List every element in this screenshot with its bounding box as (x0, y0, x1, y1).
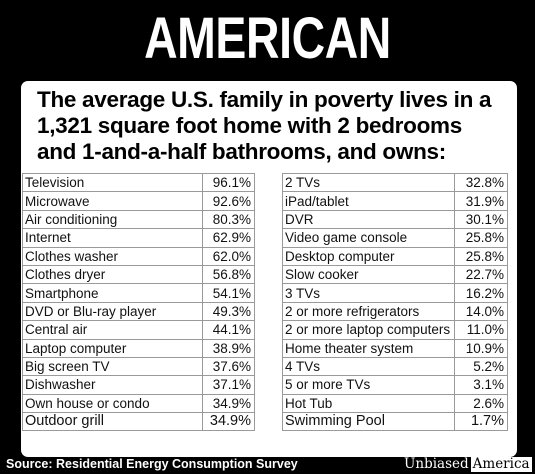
subtitle: The average U.S. family in poverty lives… (37, 87, 507, 165)
table-row: Outdoor grill 34.9% (22, 412, 255, 432)
item-name: Smartphone (22, 283, 203, 303)
item-percentage: 11.0% (454, 320, 508, 340)
table-row: 2 or more refrigerators 14.0% (282, 301, 508, 322)
item-percentage: 2.6% (454, 393, 508, 414)
item-name: Home theater system (282, 338, 455, 358)
table-row: Clothes dryer 56.8% (22, 264, 255, 285)
item-name: Internet (22, 228, 203, 248)
table-row: 4 TVs 5.2% (282, 356, 508, 377)
item-name: 4 TVs (282, 356, 455, 377)
item-percentage: 31.9% (454, 191, 508, 211)
item-name: Air conditioning (22, 209, 203, 230)
item-percentage: 56.8% (202, 264, 255, 285)
item-percentage: 5.2% (454, 356, 508, 377)
item-name: Television (22, 172, 203, 193)
item-percentage: 30.1% (454, 209, 508, 230)
item-name: Outdoor grill (22, 412, 203, 432)
item-percentage: 14.0% (454, 301, 508, 322)
item-percentage: 37.1% (202, 375, 255, 395)
table-row: Dishwasher 37.1% (22, 375, 255, 395)
item-percentage: 10.9% (454, 338, 508, 358)
subtitle-line: The average U.S. family in poverty lives… (37, 87, 492, 112)
table-row: Big screen TV 37.6% (22, 356, 255, 377)
item-percentage: 80.3% (202, 209, 255, 230)
item-name: 2 TVs (282, 172, 455, 193)
item-name: Clothes dryer (22, 264, 203, 285)
table-row: 3 TVs 16.2% (282, 283, 508, 303)
table-row: Smartphone 54.1% (22, 283, 255, 303)
table-row: iPad/tablet 31.9% (282, 191, 508, 211)
item-percentage: 96.1% (202, 172, 255, 193)
item-percentage: 22.7% (454, 264, 508, 285)
table-row: Hot Tub 2.6% (282, 393, 508, 414)
table-row: Video game console 25.8% (282, 228, 508, 248)
item-percentage: 25.8% (454, 228, 508, 248)
page-title: AMERICAN POVERTY (144, 6, 391, 137)
right-stats-table: 2 TVs 32.8% iPad/tablet 31.9% DVR 30.1% Video … (282, 172, 508, 432)
brand-text-part1: Unbiased (404, 456, 469, 472)
item-name: Slow cooker (282, 264, 455, 285)
brand-logo: Unbiased America (404, 456, 532, 472)
item-name: Laptop computer (22, 338, 203, 358)
item-percentage: 37.6% (202, 356, 255, 377)
table-row: Swimming Pool 1.7% (282, 412, 508, 432)
table-row: Desktop computer 25.8% (282, 246, 508, 266)
item-percentage: 62.0% (202, 246, 255, 266)
item-percentage: 1.7% (454, 412, 508, 432)
table-row: Internet 62.9% (22, 228, 255, 248)
content-card: The average U.S. family in poverty lives… (21, 81, 517, 457)
item-name: 2 or more laptop computers (282, 320, 455, 340)
subtitle-line: and 1-and-a-half bathrooms, and owns: (37, 139, 446, 164)
item-name: Clothes washer (22, 246, 203, 266)
table-row: 5 or more TVs 3.1% (282, 375, 508, 395)
item-percentage: 92.6% (202, 191, 255, 211)
item-percentage: 44.1% (202, 320, 255, 340)
source-note: Source: Residential Energy Consumption S… (6, 457, 298, 471)
item-name: 2 or more refrigerators (282, 301, 455, 322)
item-name: 5 or more TVs (282, 375, 455, 395)
table-row: Microwave 92.6% (22, 191, 255, 211)
subtitle-line: 1,321 square foot home with 2 bedrooms (37, 113, 462, 138)
item-percentage: 54.1% (202, 283, 255, 303)
item-percentage: 49.3% (202, 301, 255, 322)
item-name: Microwave (22, 191, 203, 211)
table-row: Slow cooker 22.7% (282, 264, 508, 285)
item-name: Own house or condo (22, 393, 203, 414)
table-row: DVD or Blu-ray player 49.3% (22, 301, 255, 322)
table-row: Central air 44.1% (22, 320, 255, 340)
table-row: Air conditioning 80.3% (22, 209, 255, 230)
table-row: Laptop computer 38.9% (22, 338, 255, 358)
item-percentage: 38.9% (202, 338, 255, 358)
item-name: Dishwasher (22, 375, 203, 395)
item-name: DVR (282, 209, 455, 230)
item-percentage: 62.9% (202, 228, 255, 248)
brand-text-part2: America (470, 455, 532, 472)
item-name: DVD or Blu-ray player (22, 301, 203, 322)
item-percentage: 32.8% (454, 172, 508, 193)
item-name: Video game console (282, 228, 455, 248)
item-name: 3 TVs (282, 283, 455, 303)
item-percentage: 16.2% (454, 283, 508, 303)
item-percentage: 3.1% (454, 375, 508, 395)
item-percentage: 34.9% (202, 412, 255, 432)
table-row: Television 96.1% (22, 172, 255, 193)
item-name: Swimming Pool (282, 412, 455, 432)
item-percentage: 34.9% (202, 393, 255, 414)
item-name: Central air (22, 320, 203, 340)
item-name: Big screen TV (22, 356, 203, 377)
table-row: DVR 30.1% (282, 209, 508, 230)
left-stats-table: Television 96.1% Microwave 92.6% Air conditi… (22, 172, 255, 432)
table-row: Own house or condo 34.9% (22, 393, 255, 414)
item-name: Desktop computer (282, 246, 455, 266)
table-row: 2 or more laptop computers 11.0% (282, 320, 508, 340)
item-name: Hot Tub (282, 393, 455, 414)
table-row: 2 TVs 32.8% (282, 172, 508, 193)
table-row: Clothes washer 62.0% (22, 246, 255, 266)
item-name: iPad/tablet (282, 191, 455, 211)
item-percentage: 25.8% (454, 246, 508, 266)
table-row: Home theater system 10.9% (282, 338, 508, 358)
